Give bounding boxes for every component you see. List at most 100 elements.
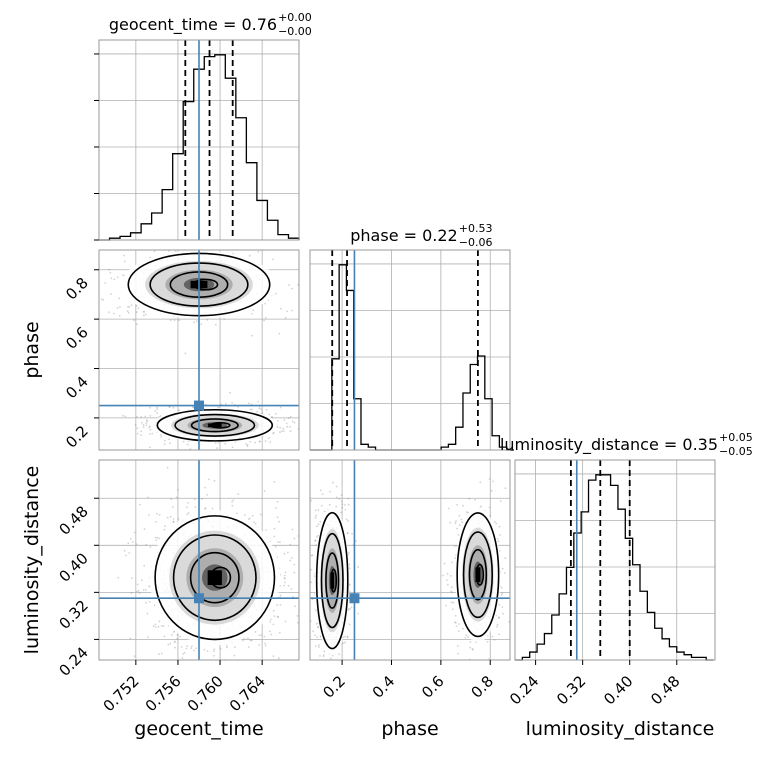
contour-line (315, 511, 349, 650)
sample-point (140, 421, 143, 424)
sample-point (213, 654, 215, 657)
sample-point (169, 515, 172, 518)
sample-point (495, 522, 498, 525)
sample-point (116, 307, 119, 309)
sample-point (311, 433, 313, 435)
sample-point (291, 287, 294, 290)
sample-point (236, 686, 238, 688)
x-tick-label: 0.760 (184, 672, 227, 715)
sample-point (346, 636, 349, 639)
sample-point (292, 681, 294, 683)
sample-point (290, 588, 293, 590)
sample-point (145, 601, 147, 604)
sample-point (340, 511, 342, 514)
sample-point (104, 282, 107, 284)
sample-point (143, 564, 146, 567)
sample-point (286, 310, 288, 313)
sample-point (316, 536, 318, 538)
contour-line (190, 418, 239, 433)
sample-point (446, 579, 448, 581)
sample-point (143, 528, 146, 530)
sample-point (287, 417, 290, 420)
sample-point (224, 679, 226, 681)
sample-point (349, 584, 351, 586)
sample-point (315, 623, 318, 625)
sample-point (315, 609, 317, 612)
sample-point (488, 478, 491, 480)
sample-point (293, 571, 296, 574)
sample-point (316, 525, 318, 528)
sample-point (268, 244, 270, 246)
sample-point (283, 552, 286, 555)
sample-point (321, 493, 324, 495)
sample-point (248, 517, 251, 520)
sample-point (156, 512, 158, 515)
sample-point (142, 426, 145, 428)
sample-point (233, 654, 236, 657)
truth-marker (194, 400, 204, 411)
sample-point (493, 639, 496, 641)
sample-point (286, 551, 289, 554)
sample-point (315, 544, 318, 546)
sample-point (475, 664, 477, 666)
sample-point (206, 241, 208, 243)
sample-point (139, 503, 142, 506)
sample-point (317, 509, 320, 511)
sample-point (116, 276, 119, 279)
sample-point (160, 624, 163, 627)
sample-point (282, 427, 285, 430)
sample-point (269, 630, 271, 633)
sample-point (214, 248, 216, 250)
sample-point (305, 579, 307, 581)
sample-point (135, 304, 138, 307)
sample-point (284, 577, 286, 580)
sample-point (127, 306, 129, 308)
title-lower: −0.06 (459, 236, 493, 249)
sample-point (137, 307, 140, 310)
sample-point (232, 499, 235, 501)
x-tick-label: 0.8 (467, 672, 497, 702)
sample-point (149, 425, 151, 428)
sample-point (184, 352, 187, 355)
truth-marker (349, 593, 360, 604)
sample-point (140, 434, 142, 436)
sample-point (269, 441, 272, 443)
sample-point (344, 641, 346, 644)
sample-point (169, 319, 172, 322)
sample-point (234, 441, 237, 443)
sample-point (287, 584, 290, 587)
sample-point (231, 446, 234, 449)
histogram-luminosity-distance (515, 474, 714, 661)
sample-point (176, 637, 179, 640)
sample-point (135, 311, 138, 314)
sample-point (164, 240, 166, 242)
sample-point (348, 623, 351, 626)
sample-point (273, 615, 276, 618)
density-peak (330, 572, 335, 589)
sample-point (259, 513, 262, 516)
panel-frame (98, 249, 300, 451)
sample-point (457, 645, 459, 647)
sample-point (291, 309, 293, 312)
sample-point (203, 648, 206, 651)
sample-point (464, 679, 466, 681)
sample-point (357, 566, 360, 569)
sample-point (231, 501, 234, 503)
sample-point (293, 421, 296, 424)
sample-point (249, 639, 252, 642)
sample-point (185, 506, 188, 509)
contour-line (456, 512, 500, 638)
x-tick-label: 0.32 (553, 672, 589, 708)
sample-point (124, 415, 127, 418)
sample-point (250, 334, 253, 337)
sample-point (168, 406, 171, 408)
sample-point (341, 503, 344, 505)
sample-point (148, 514, 150, 516)
sample-point (313, 575, 316, 577)
sample-point (128, 306, 131, 308)
sample-point (248, 254, 251, 257)
sample-point (328, 503, 331, 506)
sample-point (136, 590, 138, 593)
sample-point (464, 636, 467, 639)
sample-point (181, 664, 183, 666)
